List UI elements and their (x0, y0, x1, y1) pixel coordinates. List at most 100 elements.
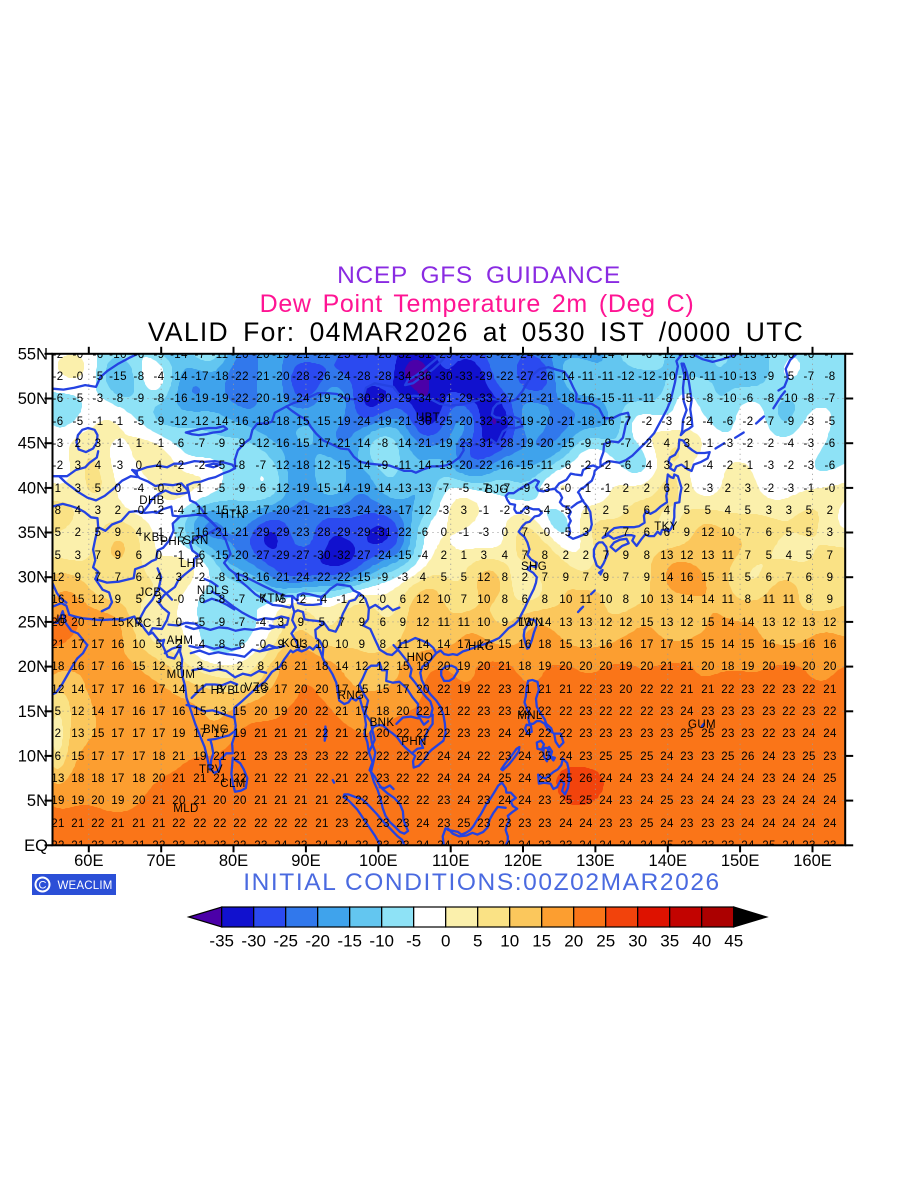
svg-text:-21: -21 (252, 371, 270, 383)
svg-text:-30: -30 (414, 416, 432, 428)
svg-text:10: 10 (599, 594, 613, 606)
svg-text:8: 8 (644, 550, 651, 562)
svg-text:-29: -29 (475, 371, 493, 383)
svg-text:-1: -1 (112, 416, 123, 428)
svg-text:0: 0 (380, 594, 387, 606)
svg-text:23: 23 (680, 795, 694, 807)
svg-text:20: 20 (294, 684, 308, 696)
svg-text:20: 20 (254, 706, 268, 718)
svg-text:24: 24 (498, 728, 512, 740)
svg-text:-23: -23 (374, 505, 392, 517)
svg-text:45: 45 (724, 932, 743, 951)
svg-text:12: 12 (91, 594, 105, 606)
svg-text:21: 21 (71, 818, 85, 830)
svg-text:10: 10 (477, 617, 491, 629)
svg-text:22: 22 (233, 773, 247, 785)
svg-text:-20: -20 (252, 349, 270, 361)
svg-text:22: 22 (640, 706, 654, 718)
svg-text:-15: -15 (394, 550, 412, 562)
svg-text:-5: -5 (194, 617, 205, 629)
svg-text:19: 19 (233, 728, 247, 740)
svg-text:23: 23 (599, 684, 613, 696)
svg-text:-21: -21 (536, 393, 554, 405)
svg-text:-7: -7 (194, 438, 205, 450)
svg-text:22: 22 (559, 706, 573, 718)
svg-text:-22: -22 (231, 393, 249, 405)
svg-text:-29: -29 (272, 527, 290, 539)
svg-text:5: 5 (745, 572, 752, 584)
svg-text:1: 1 (684, 460, 691, 472)
svg-text:4: 4 (786, 550, 793, 562)
svg-text:-19: -19 (435, 438, 453, 450)
svg-text:22: 22 (213, 818, 227, 830)
svg-text:17: 17 (111, 706, 125, 718)
svg-text:24: 24 (518, 840, 532, 852)
svg-text:-14: -14 (394, 438, 412, 450)
svg-text:22: 22 (477, 684, 491, 696)
svg-text:1: 1 (583, 505, 590, 517)
svg-text:10: 10 (640, 594, 654, 606)
svg-text:17: 17 (193, 728, 207, 740)
svg-text:23: 23 (376, 773, 390, 785)
svg-text:-24: -24 (292, 572, 310, 584)
svg-text:20: 20 (823, 661, 837, 673)
svg-text:24: 24 (416, 840, 430, 852)
svg-text:5N: 5N (27, 792, 48, 810)
svg-text:24: 24 (782, 840, 796, 852)
svg-text:55N: 55N (18, 345, 48, 363)
svg-text:23: 23 (518, 818, 532, 830)
svg-text:-12: -12 (252, 438, 270, 450)
svg-text:-15: -15 (333, 460, 351, 472)
svg-text:15: 15 (741, 639, 755, 651)
svg-text:70E: 70E (147, 852, 176, 870)
svg-text:-19: -19 (313, 393, 331, 405)
svg-text:25: 25 (579, 795, 593, 807)
svg-text:24: 24 (559, 818, 573, 830)
svg-text:21: 21 (823, 684, 837, 696)
svg-text:-31: -31 (435, 393, 453, 405)
svg-text:24: 24 (802, 773, 816, 785)
svg-text:24: 24 (741, 773, 755, 785)
svg-text:17: 17 (91, 617, 105, 629)
svg-text:13: 13 (71, 728, 85, 740)
svg-text:-0: -0 (539, 527, 550, 539)
svg-text:22: 22 (355, 773, 369, 785)
svg-text:23: 23 (477, 728, 491, 740)
svg-text:-6: -6 (173, 438, 184, 450)
svg-text:21: 21 (152, 818, 166, 830)
svg-text:6: 6 (55, 751, 62, 763)
svg-text:19: 19 (111, 795, 125, 807)
svg-text:-1: -1 (92, 416, 103, 428)
svg-text:-17: -17 (191, 371, 209, 383)
svg-text:-7: -7 (438, 483, 449, 495)
svg-text:23: 23 (701, 840, 715, 852)
svg-text:PHR: PHR (160, 536, 185, 548)
svg-text:5: 5 (55, 527, 62, 539)
svg-text:-3: -3 (722, 438, 733, 450)
svg-text:16: 16 (762, 639, 776, 651)
svg-text:21: 21 (132, 818, 146, 830)
svg-text:0: 0 (441, 527, 448, 539)
svg-text:25: 25 (640, 818, 654, 830)
svg-text:-24: -24 (353, 505, 371, 517)
svg-text:16: 16 (132, 684, 146, 696)
svg-text:KOL: KOL (282, 638, 306, 650)
svg-text:21: 21 (680, 661, 694, 673)
svg-text:9: 9 (75, 572, 82, 584)
svg-text:2: 2 (522, 572, 529, 584)
svg-text:-8: -8 (214, 572, 225, 584)
svg-text:15: 15 (396, 661, 410, 673)
svg-text:12: 12 (51, 684, 65, 696)
svg-text:22: 22 (355, 818, 369, 830)
svg-text:24: 24 (416, 818, 430, 830)
svg-text:23: 23 (823, 751, 837, 763)
svg-text:20: 20 (477, 661, 491, 673)
svg-text:-5: -5 (406, 932, 421, 951)
svg-text:-3: -3 (803, 460, 814, 472)
svg-text:23: 23 (294, 840, 308, 852)
svg-text:-7: -7 (824, 393, 835, 405)
svg-text:BNG: BNG (203, 724, 229, 736)
svg-text:9: 9 (563, 572, 570, 584)
svg-text:2: 2 (115, 505, 122, 517)
svg-text:-2: -2 (194, 460, 205, 472)
